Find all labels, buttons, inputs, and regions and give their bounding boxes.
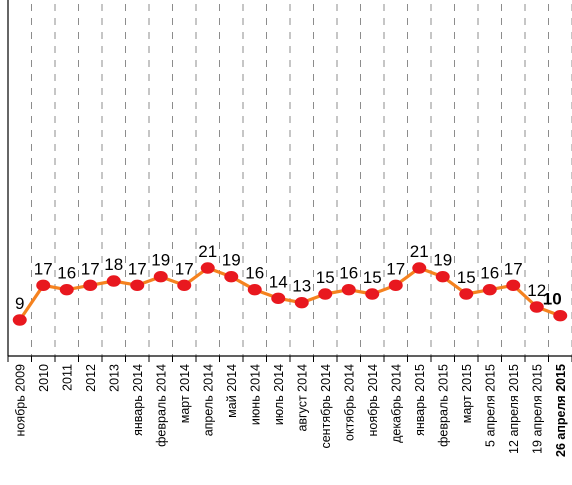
x-tick-label: ноябрь 2009 (13, 364, 27, 437)
data-label: 16 (245, 264, 264, 283)
data-label: 10 (543, 290, 562, 309)
data-point (506, 279, 521, 292)
x-tick-label: январь 2015 (413, 364, 427, 436)
x-tick-label: май 2014 (225, 364, 239, 418)
data-label: 15 (316, 268, 335, 287)
data-point (12, 314, 27, 326)
data-point (435, 270, 450, 283)
data-label: 9 (15, 294, 24, 313)
data-label: 21 (198, 242, 217, 261)
data-label: 19 (222, 251, 241, 270)
x-tick-label: 12 апреля 2015 (507, 364, 521, 454)
data-label: 13 (292, 277, 311, 296)
x-tick-label: март 2015 (460, 364, 474, 423)
x-tick-labels: ноябрь 2009 2010 2011 2012 2013 январь 2014 фе… (13, 364, 568, 457)
x-tick-label: октябрь 2014 (342, 364, 356, 441)
x-tick-label: июль 2014 (272, 364, 286, 425)
data-label: 17 (504, 259, 523, 278)
data-point (341, 283, 356, 296)
data-point (153, 270, 168, 283)
data-point (294, 296, 309, 309)
data-label: 16 (480, 264, 499, 283)
x-tick-label: 19 апреля 2015 (530, 364, 544, 454)
data-label: 17 (128, 259, 147, 278)
data-point (59, 283, 74, 296)
x-tick-label: ноябрь 2014 (366, 364, 380, 437)
data-point (177, 279, 192, 292)
x-tick-label: февраль 2015 (436, 364, 450, 447)
data-point (224, 270, 239, 283)
data-label: 21 (410, 242, 429, 261)
data-label: 12 (527, 281, 546, 300)
data-point (130, 279, 145, 292)
x-tick-label: февраль 2014 (154, 364, 168, 447)
data-point (36, 279, 51, 292)
data-point (271, 292, 286, 305)
data-label: 15 (457, 268, 476, 287)
x-tick-label: 2012 (84, 364, 98, 392)
x-tick-label: сентябрь 2014 (319, 364, 333, 449)
x-tick-label: 5 апреля 2015 (483, 364, 497, 447)
x-tick-label: март 2014 (178, 364, 192, 423)
x-tick-label: 26 апреля 2015 (554, 364, 568, 457)
data-label: 16 (339, 264, 358, 283)
data-point (200, 262, 215, 274)
data-point (83, 279, 98, 292)
data-label: 17 (386, 259, 405, 278)
data-label: 16 (57, 264, 76, 283)
x-tick-label: 2011 (60, 364, 74, 391)
data-label: 19 (151, 251, 170, 270)
grid-lines (31, 4, 572, 356)
data-point (553, 309, 568, 322)
x-tick-label: 2010 (37, 364, 51, 392)
data-point (365, 288, 380, 300)
data-point (529, 301, 544, 313)
data-label: 19 (433, 251, 452, 270)
data-label: 15 (363, 268, 382, 287)
data-label: 17 (34, 259, 53, 278)
data-point (106, 275, 121, 287)
data-label: 17 (175, 259, 194, 278)
data-label: 18 (104, 255, 123, 274)
data-point (388, 279, 403, 292)
data-label: 17 (81, 259, 100, 278)
x-tick-label: 2013 (107, 364, 121, 392)
data-point (247, 283, 262, 296)
x-tick-label: декабрь 2014 (389, 364, 403, 443)
data-point (412, 262, 427, 274)
data-label: 14 (269, 272, 288, 291)
data-point (482, 283, 497, 296)
data-points (12, 262, 568, 326)
data-point (318, 288, 333, 300)
x-tick-label: апрель 2014 (201, 364, 215, 436)
x-axis-ticks (7, 356, 572, 362)
x-tick-label: июнь 2014 (248, 364, 262, 425)
x-tick-label: август 2014 (295, 364, 309, 432)
x-tick-label: январь 2014 (131, 364, 145, 436)
data-point (459, 288, 474, 300)
